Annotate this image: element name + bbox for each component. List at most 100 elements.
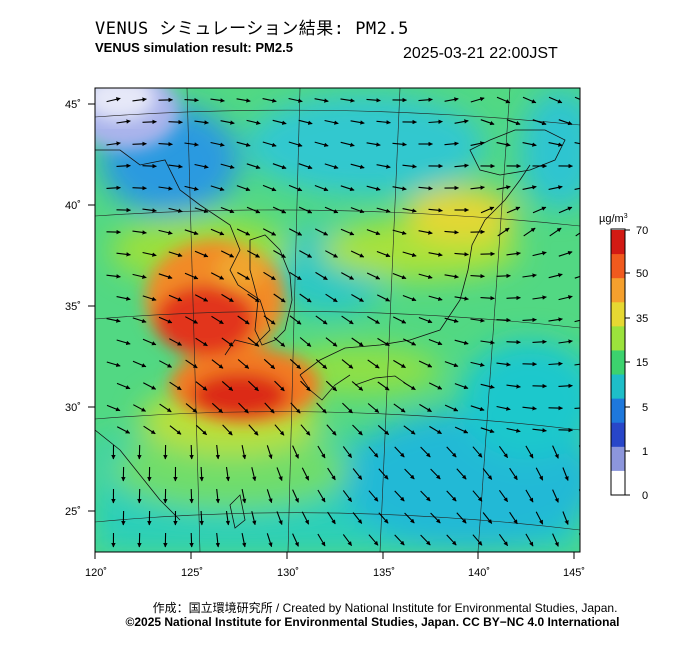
wind-arrow [168,251,183,258]
wind-arrow [496,362,511,367]
lon-tick-labels: 120˚ 125˚ 130˚ 135˚ 140˚ 145˚ [85,552,585,579]
wind-arrow [116,163,131,169]
colorbar-segment [611,446,625,472]
wind-arrow [454,163,469,168]
wind-arrow [351,294,364,302]
wind-arrow [470,97,485,103]
wind-arrow [402,251,417,257]
wind-arrow [470,141,485,146]
wind-arrow [324,163,339,170]
wind-arrow [222,424,233,436]
colorbar-segment [611,374,625,400]
wind-arrow [585,296,598,300]
wind-arrow [454,426,469,434]
wind-arrow [470,318,485,323]
wind-arrow [314,98,329,103]
wind-arrow [428,208,443,213]
wind-arrow [352,512,363,524]
wind-arrow [585,207,598,213]
wind-arrow [132,141,147,147]
wind-arrow [367,359,380,369]
wind-arrow [480,206,495,214]
wind-arrow [350,250,365,258]
wind-arrow [220,120,235,125]
wind-arrow [142,119,157,125]
wind-arrow [454,119,469,124]
wind-arrow [376,250,391,258]
colorbar-label-70: 70 [636,225,648,237]
wind-arrow [184,229,199,236]
wind-arrow [263,358,276,370]
wind-arrow [288,141,303,147]
wind-arrow [189,532,194,548]
wind-arrow [376,294,391,302]
wind-arrow [496,96,511,104]
wind-arrow [393,403,406,413]
wind-arrow [215,444,220,460]
wind-arrow [341,315,354,325]
wind-arrow [210,141,225,147]
colorbar: µg/m3 70 50 35 15 5 1 0 [599,213,648,502]
wind-arrow [552,445,559,459]
wind-arrow [376,207,391,213]
wind-arrow [377,381,390,391]
wind-arrow [532,428,547,433]
wind-arrow [548,96,563,104]
wind-arrow [444,141,459,146]
wind-arrow [106,141,121,146]
wind-arrow [236,98,251,103]
wind-arrow [428,295,443,301]
wind-arrow [211,315,224,325]
wind-arrow [236,185,251,192]
wind-arrow [482,468,493,480]
wind-arrow [185,316,198,324]
wind-arrow [272,206,287,214]
wind-arrow [429,425,442,435]
wind-arrow [132,185,147,191]
wind-arrow [237,272,250,280]
wind-arrow [552,533,559,547]
wind-arrow [497,227,510,237]
wind-arrow [106,361,121,367]
wind-arrow [194,120,209,125]
wind-arrow [420,490,431,502]
wind-arrow [454,383,469,390]
wind-arrow [116,119,131,124]
wind-arrow [350,120,365,125]
wind-arrow [317,445,326,459]
wind-arrow [377,424,390,436]
wind-arrow [298,119,313,125]
wind-arrow [340,141,355,147]
wind-arrow [574,275,580,279]
wind-arrow [506,251,521,256]
wind-arrow [404,512,415,524]
wind-arrow [292,533,299,547]
wind-arrow [506,295,521,301]
wind-arrow [221,293,234,303]
wind-arrow [195,381,208,391]
wind-arrow [418,97,433,102]
wind-arrow [292,489,299,503]
wind-arrow [326,424,337,436]
wind-arrow [210,185,225,192]
colorbar-segment [611,350,625,376]
colorbar-unit: µg/m3 [599,213,628,225]
wind-arrow [446,490,457,502]
wind-arrow [341,272,354,280]
wind-arrow [480,427,495,434]
concentration-field [95,88,598,552]
wind-arrow [325,293,338,303]
wind-arrow [532,295,547,300]
wind-arrow [106,318,121,323]
wind-arrow [558,383,573,389]
wind-arrow [168,164,183,169]
wind-arrow [184,272,199,280]
wind-arrow [496,405,511,411]
wind-arrow [351,381,364,391]
wind-arrow [506,339,521,345]
wind-arrow [210,98,225,103]
wind-arrow [159,403,172,413]
wind-arrow [418,273,433,279]
wind-arrow [366,272,381,280]
lon-label-140: 140˚ [468,567,490,579]
